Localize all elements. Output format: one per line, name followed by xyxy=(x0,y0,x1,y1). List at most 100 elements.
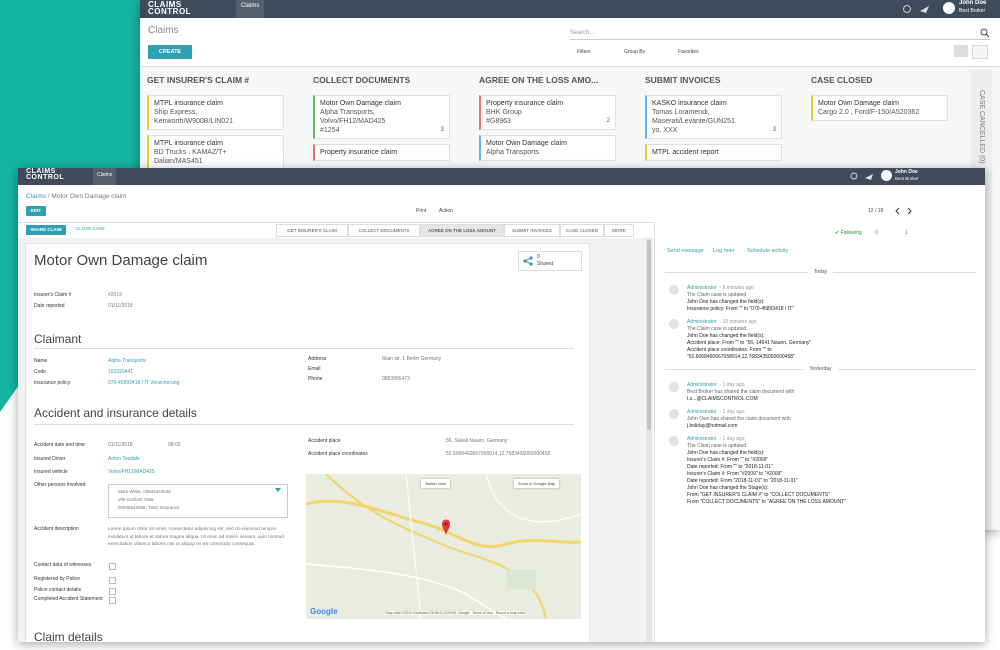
search-box[interactable]: Search... xyxy=(570,27,990,40)
other-persons-box[interactable] xyxy=(108,484,288,518)
kanban-card[interactable]: Property insurance claim xyxy=(313,144,450,161)
section-heading: Claimant xyxy=(34,332,82,346)
breadcrumb: Claims xyxy=(148,25,179,36)
date-label: Today xyxy=(807,269,834,275)
avatar[interactable] xyxy=(943,2,955,14)
kanban-card[interactable]: Motor Own Damage claim Alpha Transports, V… xyxy=(313,95,450,139)
folded-column-title: CASE CANCELLED (0) xyxy=(978,90,985,164)
column: Motor Own Damage claim Cargo 2.0 , Ford/F… xyxy=(811,95,948,126)
checkbox[interactable] xyxy=(109,588,116,595)
close-case-button[interactable]: CLOSE CASE xyxy=(76,226,105,231)
pager-arrows[interactable] xyxy=(894,207,914,215)
message-line: j.holiday@hotmail.com xyxy=(687,423,738,429)
field-value[interactable]: 101020441 xyxy=(108,369,134,375)
nav-tab[interactable]: Claims xyxy=(93,168,117,185)
message: Administrator - 9 minutes ago The Claim ca… xyxy=(669,285,985,313)
checkbox[interactable] xyxy=(109,577,116,584)
checkbox[interactable] xyxy=(109,563,116,570)
card-line: Tomas Loramendi, xyxy=(652,109,710,116)
person-line: 00945543098, TWO Insurance xyxy=(118,505,180,510)
map-switch-button[interactable]: Switch view xyxy=(421,479,450,488)
send-message[interactable]: Send message xyxy=(667,248,704,254)
card-line: Alpha Transports xyxy=(486,149,539,156)
kanban-card[interactable]: Motor Own Damage claim Alpha Transports xyxy=(479,135,616,161)
breadcrumb-link[interactable]: Claims xyxy=(26,193,46,200)
action-menu[interactable]: Action xyxy=(439,208,453,214)
user-name[interactable]: John Doe xyxy=(959,0,987,6)
attachments-count[interactable]: 1 xyxy=(905,230,908,236)
stage-button[interactable]: SUBMIT INVOICES xyxy=(504,224,560,237)
map[interactable]: Switch view Zoom in Google Map Google Ma… xyxy=(306,474,581,619)
field-value[interactable]: Anton Tesdale xyxy=(108,456,140,462)
person-line: VW Golf/AD 7565 xyxy=(118,497,154,502)
search-icon[interactable] xyxy=(980,28,990,38)
nav-icons[interactable] xyxy=(902,3,932,15)
stage-button[interactable]: GET INSURER'S CLAIM xyxy=(276,224,348,237)
nav-tab[interactable]: Claims xyxy=(236,0,265,18)
kanban-view-button[interactable] xyxy=(954,45,968,57)
map-zoom-button[interactable]: Zoom in Google Map xyxy=(514,479,560,488)
kanban-card[interactable]: MTPL insurance claim Ship Express, Kenwort… xyxy=(147,95,284,130)
message-line: "52.6068460667058914,12.7683435050000458… xyxy=(687,354,795,360)
nav-icons[interactable] xyxy=(850,171,876,182)
checkbox[interactable] xyxy=(109,597,116,604)
message-avatar xyxy=(669,285,679,295)
user-name[interactable]: John Doe xyxy=(895,169,918,175)
card-title: KASKO insurance claim xyxy=(652,100,727,107)
avatar[interactable] xyxy=(881,170,892,181)
date-divider: Yesterday xyxy=(665,366,976,376)
kanban-card[interactable]: MTPL insurance claim BD Trucks , KAMAZ/T+… xyxy=(147,135,284,170)
message-author: Administrator xyxy=(687,436,717,442)
filters[interactable]: Filters xyxy=(577,49,591,55)
group-by[interactable]: Group By xyxy=(624,49,646,55)
description: Lorem ipsum dolor sit amet, consectetur … xyxy=(108,527,284,547)
field-value[interactable]: Alpha Transports xyxy=(108,358,146,364)
field-value: 01/11/2018 xyxy=(108,303,133,309)
following-label[interactable]: Following xyxy=(840,230,862,236)
message-line: Best Broker has shared the claim documen… xyxy=(687,389,795,395)
field-label: Name xyxy=(34,358,48,364)
share-label: Shared xyxy=(537,261,554,267)
kanban-card[interactable]: KASKO insurance claim Tomas Loramendi, Mas… xyxy=(645,95,782,139)
kanban-card[interactable]: Motor Own Damage claim Cargo 2.0 , Ford/F… xyxy=(811,95,948,121)
dropdown-caret[interactable] xyxy=(275,488,281,493)
logo: CLAIMS CONTROL xyxy=(148,0,192,17)
field-label: Email xyxy=(308,366,321,372)
field-value: Main str. 1 Berlin Germany xyxy=(382,356,442,362)
field-value: 56, Sakali Nauen, Germany xyxy=(446,438,508,444)
message-time: - 1 day ago xyxy=(719,382,745,388)
scrollbar xyxy=(646,238,652,642)
card-followers: 2 xyxy=(606,118,610,124)
share-claim-button[interactable]: SHARE CLAIM xyxy=(26,225,66,235)
field-value[interactable]: Volvo/FH12/MAD425 xyxy=(108,469,155,475)
stage-button[interactable]: MORE xyxy=(604,224,634,237)
schedule-activity[interactable]: Schedule activity xyxy=(747,248,789,254)
date-divider: Today xyxy=(665,269,976,279)
field-label: Police contact details xyxy=(34,587,81,593)
message-line: Accident place: From "" to "56, 14641 Na… xyxy=(687,340,812,346)
stage-button[interactable]: COLLECT DOCUMENTS xyxy=(348,224,420,237)
logo: CLAIMS CONTROL xyxy=(26,168,65,182)
message-line: t.s...@CLAIMSCONTROL.COM xyxy=(687,396,758,402)
stage-button[interactable]: AGREE ON THE LOSS AMOUNT xyxy=(420,224,504,237)
column: KASKO insurance claim Tomas Loramendi, Mas… xyxy=(645,95,782,166)
message-avatar xyxy=(669,319,679,329)
log-note[interactable]: Log note xyxy=(713,248,735,254)
edit-button[interactable]: EDIT xyxy=(26,206,46,216)
field-label: Code xyxy=(34,369,46,375)
navbar: CLAIMS CONTROL Claims John Doe Best Brok… xyxy=(140,0,1000,18)
print-menu[interactable]: Print xyxy=(416,208,427,214)
message-avatar xyxy=(669,382,679,392)
kanban-card[interactable]: Property insurance claim BHK Group #G8963 2 xyxy=(479,95,616,130)
message-thread: Today Administrator - 9 minutes ago The Cla… xyxy=(655,264,985,512)
kanban-card[interactable]: MTPL accident report xyxy=(645,144,782,161)
stage-button[interactable]: CASE CLOSED xyxy=(560,224,604,237)
create-button[interactable]: CREATE xyxy=(148,45,192,59)
list-view-button[interactable] xyxy=(972,45,988,59)
field-value[interactable]: 070-45893418 / IT Versicherung xyxy=(108,380,180,386)
following[interactable]: ✔ Following xyxy=(835,230,862,236)
share-stat-button[interactable]: 0 Shared xyxy=(518,251,582,271)
followers-count[interactable]: 0 xyxy=(875,230,878,236)
favorites[interactable]: Favorites xyxy=(678,49,699,55)
